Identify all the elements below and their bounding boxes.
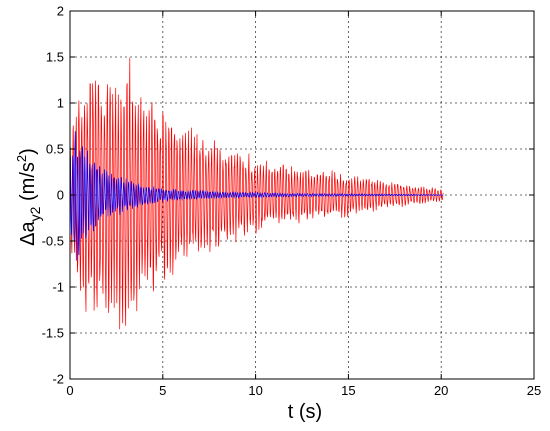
y-tick-label: 1.5 (46, 50, 64, 65)
y-tick-label: -1 (52, 280, 64, 295)
y-tick-label: 1 (57, 96, 64, 111)
y-tick-label: 0 (57, 188, 64, 203)
x-tick-label: 5 (159, 383, 166, 398)
x-tick-label: 20 (434, 383, 448, 398)
y-axis-label-subscript: y2 (27, 206, 43, 221)
x-tick-label: 15 (341, 383, 355, 398)
y-axis-label-main: Δa (17, 220, 39, 245)
x-tick-labels: 0 5 10 15 20 25 (66, 383, 541, 398)
y-tick-label: -0.5 (42, 234, 64, 249)
y-axis-label: Δay2 (m/s2) (14, 148, 43, 246)
y-tick-labels: 2 1.5 1 0.5 0 -0.5 -1 -1.5 -2 (42, 4, 64, 387)
series-layer (69, 57, 444, 330)
x-tick-label: 0 (66, 383, 73, 398)
y-tick-label: 0.5 (46, 142, 64, 157)
y-tick-label: -2 (52, 372, 64, 387)
tick-marks (69, 10, 535, 380)
y-tick-label: -1.5 (42, 326, 64, 341)
x-axis-label: t (s) (288, 401, 322, 423)
y-tick-label: 2 (57, 4, 64, 19)
series-blue-line (69, 131, 444, 261)
y-axis-label-unit-sup: 2 (14, 155, 29, 162)
x-tick-label: 25 (527, 383, 541, 398)
x-tick-label: 10 (248, 383, 262, 398)
y-axis-label-unit-close: ) (17, 148, 39, 155)
y-axis-label-unit-open: (m/s (17, 162, 39, 206)
series-red-line (69, 57, 444, 330)
